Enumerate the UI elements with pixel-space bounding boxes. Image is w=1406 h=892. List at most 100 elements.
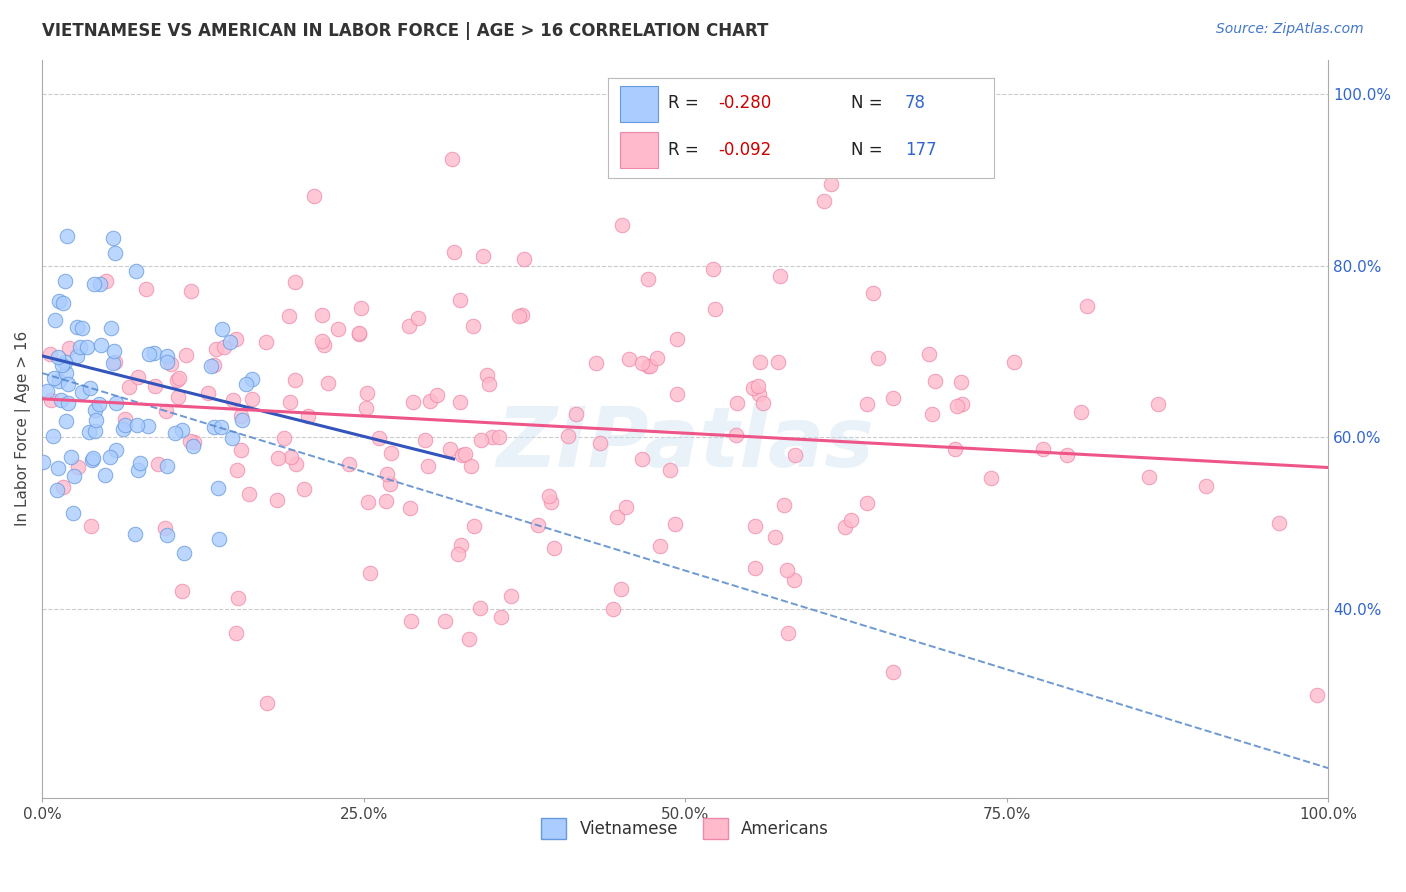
Point [312, 338, 335, 352]
Point [103, 356, 125, 370]
Point [277, 310, 299, 324]
Point [84, 413, 107, 427]
Point [748, 355, 770, 369]
Point [200, 359, 222, 374]
Point [48, 350, 70, 364]
Point [606, 509, 628, 524]
Point [70, 320, 93, 334]
Point [208, 532, 231, 546]
Point [273, 431, 295, 445]
Point [311, 308, 333, 322]
Point [813, 194, 835, 208]
Point [153, 520, 176, 534]
Point [138, 419, 160, 434]
Point [565, 407, 588, 421]
Point [585, 356, 607, 370]
Point [63, 469, 86, 483]
Point [769, 269, 792, 284]
Point [254, 335, 277, 350]
Point [127, 463, 149, 477]
Point [146, 457, 169, 471]
Point [354, 401, 377, 416]
Point [79, 381, 101, 395]
Point [980, 471, 1002, 485]
Point [747, 379, 769, 393]
Point [225, 463, 247, 477]
Point [231, 409, 253, 423]
Point [602, 602, 624, 616]
Point [1268, 516, 1291, 530]
Point [170, 584, 193, 599]
Point [156, 527, 179, 541]
Point [284, 373, 307, 387]
Point [704, 302, 727, 317]
Point [52, 480, 75, 494]
Point [205, 343, 228, 357]
Point [98, 450, 121, 464]
Point [356, 385, 378, 400]
Point [266, 493, 288, 508]
Point [48, 374, 70, 388]
Point [280, 450, 302, 464]
Point [337, 457, 360, 471]
Point [225, 626, 247, 640]
Point [59, 450, 82, 464]
Point [89, 277, 111, 291]
Point [1137, 470, 1160, 484]
Point [434, 614, 457, 628]
Point [41, 393, 63, 408]
Point [69, 340, 91, 354]
Point [316, 376, 339, 390]
Y-axis label: In Labor Force | Age > 16: In Labor Force | Age > 16 [15, 331, 31, 526]
Point [401, 615, 423, 629]
Point [375, 467, 398, 481]
Point [207, 481, 229, 495]
Point [240, 372, 263, 386]
Point [53, 274, 76, 288]
Point [614, 500, 637, 515]
Point [156, 355, 179, 369]
Point [645, 351, 668, 365]
Point [640, 359, 662, 373]
Point [58, 341, 80, 355]
Point [52, 296, 75, 310]
Point [882, 392, 904, 406]
Point [125, 263, 148, 277]
Point [406, 310, 429, 325]
Point [211, 420, 233, 434]
Point [783, 448, 806, 462]
Point [238, 487, 260, 501]
Point [1076, 299, 1098, 313]
Point [527, 518, 550, 533]
Point [1069, 405, 1091, 419]
Point [156, 349, 179, 363]
Text: ZIPatlas: ZIPatlas [496, 403, 875, 484]
Point [357, 495, 380, 509]
Point [557, 428, 579, 442]
Point [856, 496, 879, 510]
Point [284, 457, 307, 471]
Point [839, 513, 862, 527]
Point [440, 152, 463, 166]
Point [174, 348, 197, 362]
Point [76, 340, 98, 354]
Point [51, 393, 73, 408]
Point [499, 590, 522, 604]
Point [538, 489, 561, 503]
Point [83, 277, 105, 291]
Point [477, 368, 499, 383]
Point [197, 385, 219, 400]
Point [55, 414, 77, 428]
Point [66, 349, 89, 363]
Point [508, 309, 530, 323]
Point [439, 442, 461, 457]
Point [235, 376, 257, 391]
Point [1195, 479, 1218, 493]
Point [167, 390, 190, 404]
Point [226, 591, 249, 606]
Point [921, 407, 943, 421]
Point [231, 413, 253, 427]
Point [398, 318, 420, 333]
Point [53, 355, 76, 369]
Point [426, 388, 449, 402]
